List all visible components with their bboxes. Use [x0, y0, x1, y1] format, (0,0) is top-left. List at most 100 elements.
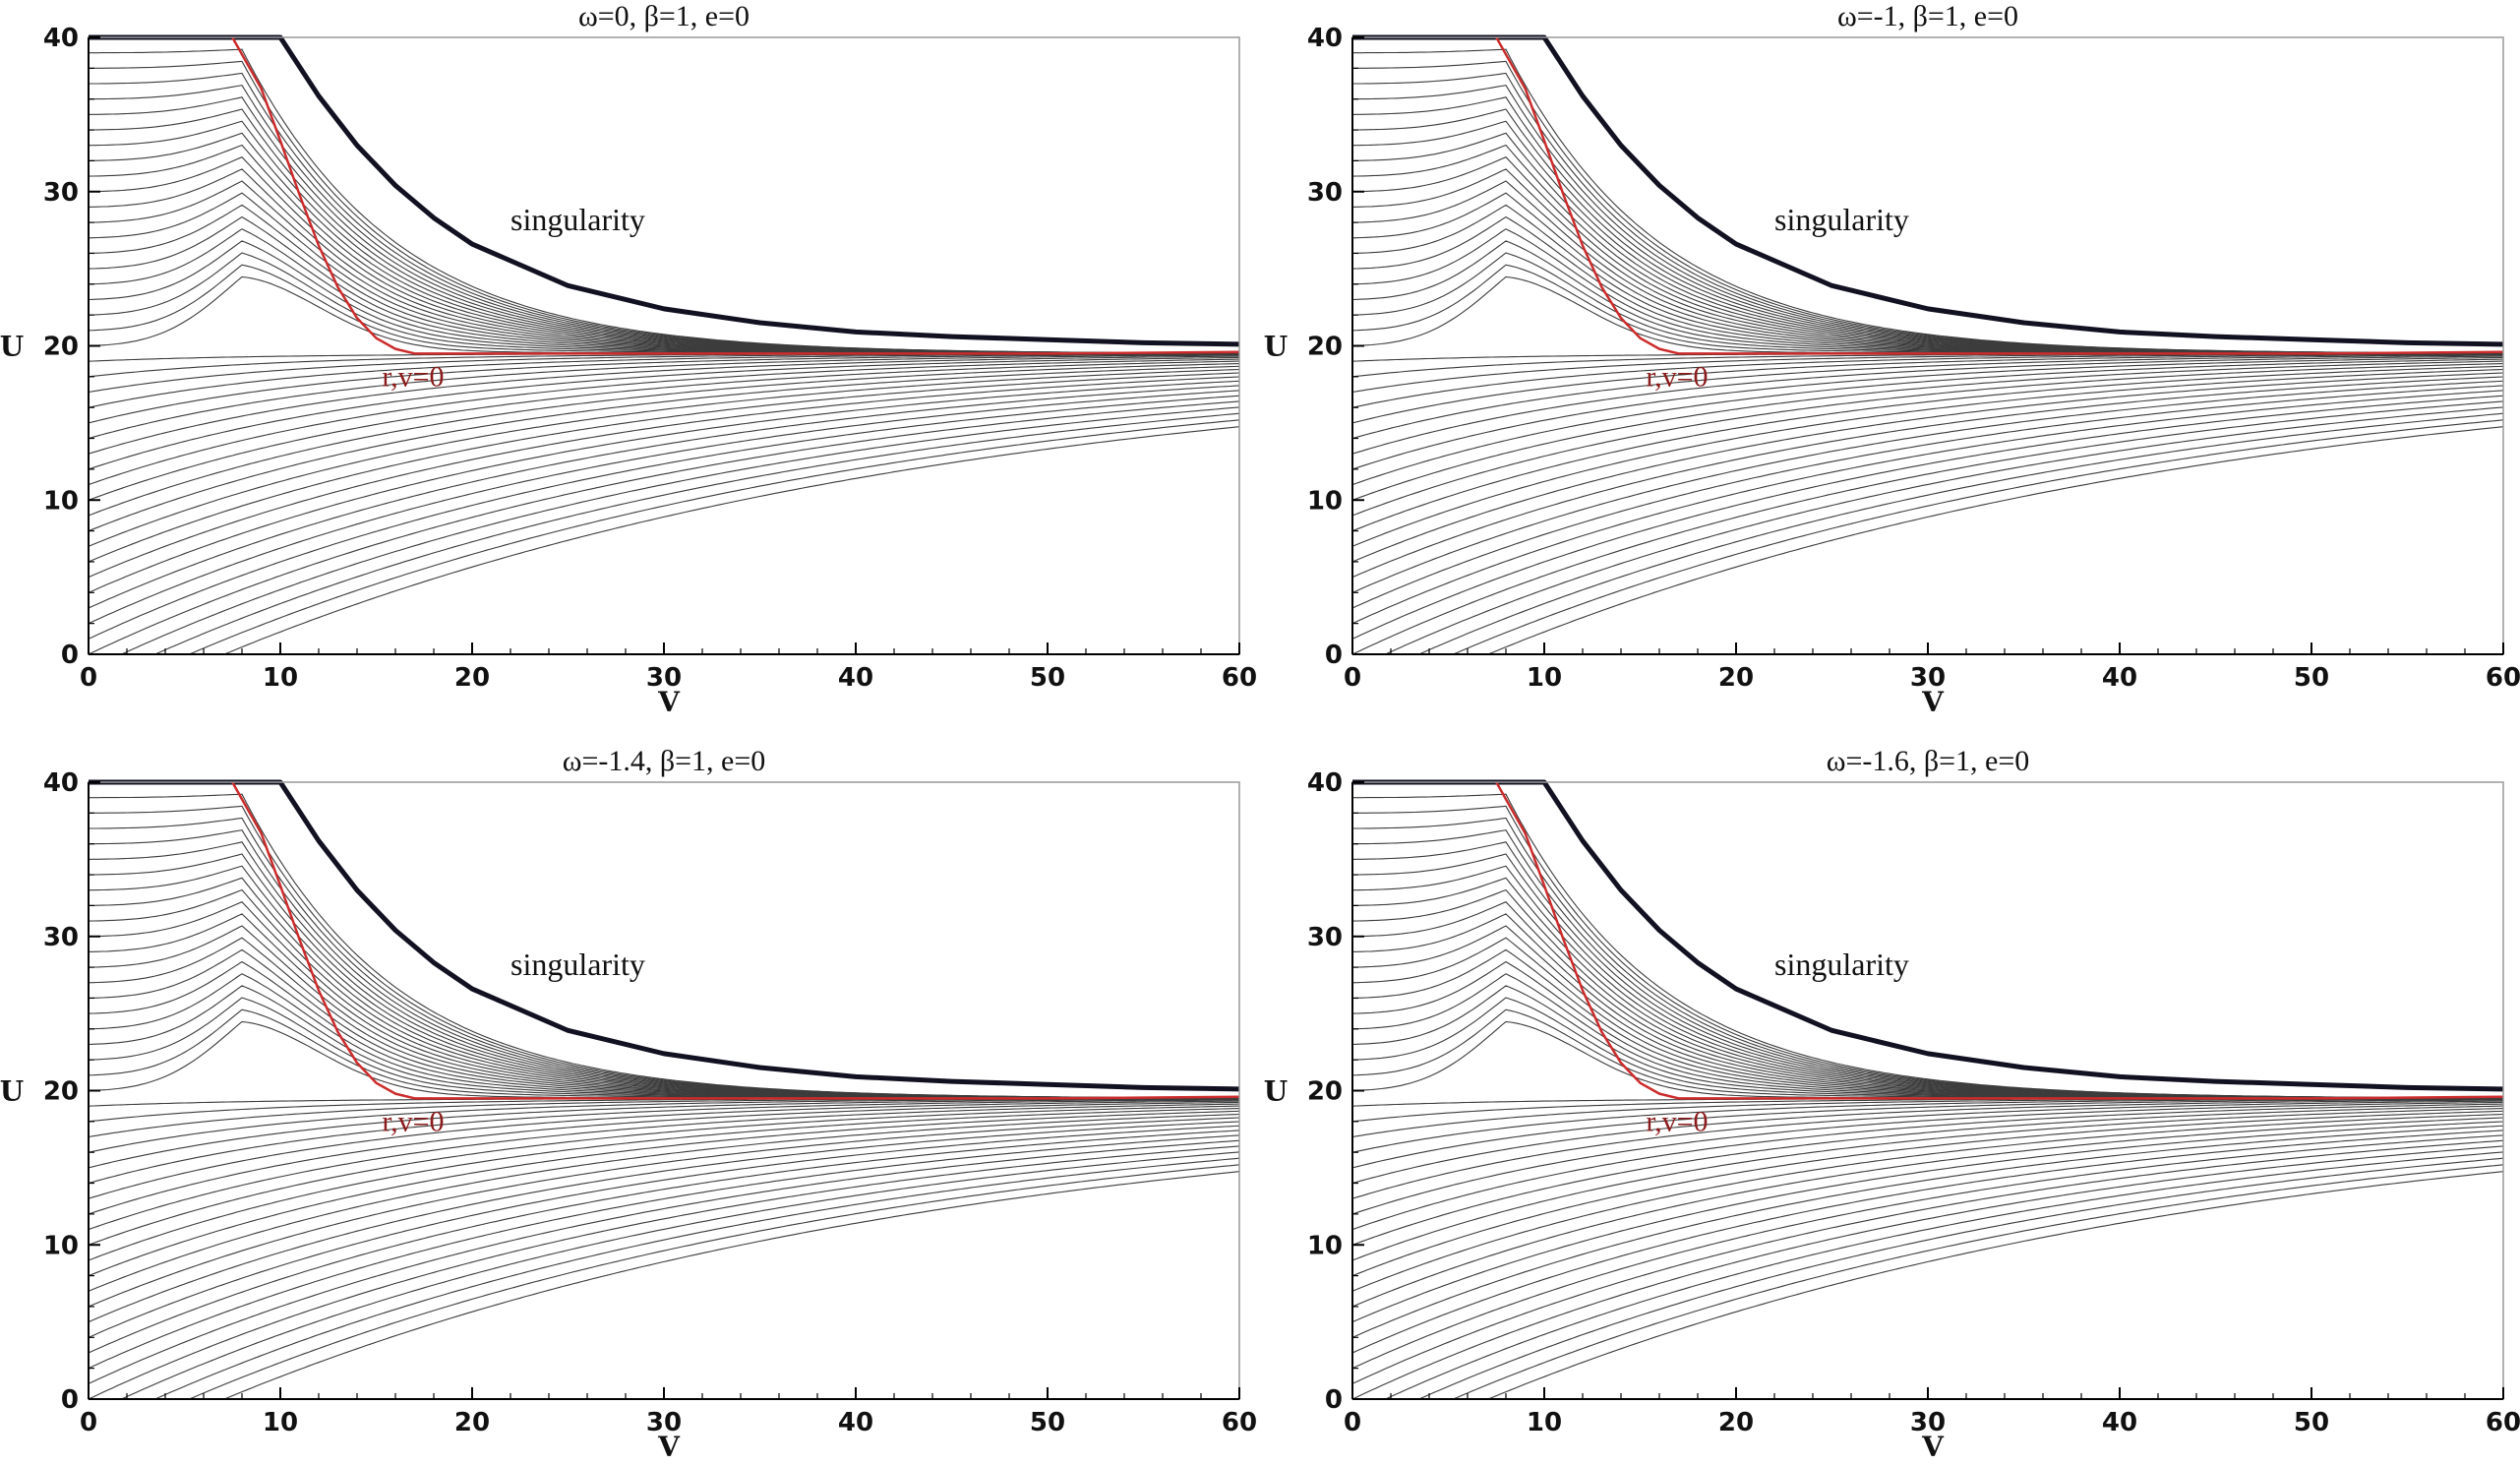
contour-line — [1352, 156, 2503, 354]
contour-line — [153, 1157, 1239, 1399]
singularity-label: singularity — [1774, 202, 1909, 237]
contour-line — [1352, 356, 2503, 470]
chart-title: ω=-1, β=1, e=0 — [1837, 0, 2018, 32]
x-tick-label: 20 — [1718, 1408, 1754, 1437]
contour-line — [89, 180, 1239, 354]
singularity-curve — [89, 779, 1240, 1092]
y-axis-label: U — [0, 331, 24, 363]
contour-line — [1352, 1130, 2503, 1354]
singularity-label: singularity — [1774, 947, 1909, 982]
contour-line — [1352, 353, 2503, 424]
y-tick-label: 10 — [1307, 1231, 1343, 1260]
x-tick-label: 50 — [2294, 663, 2329, 693]
contour-line — [89, 168, 1239, 354]
y-tick-label: 0 — [61, 1385, 79, 1415]
x-tick-label: 30 — [1910, 663, 1946, 693]
singularity-label: singularity — [510, 947, 645, 982]
contour-line — [1352, 1117, 2503, 1308]
contour-line — [89, 1121, 1239, 1323]
contour-line — [89, 1099, 1239, 1185]
x-tick-label: 10 — [1527, 663, 1562, 693]
contour-line — [89, 865, 1239, 1099]
contour-line — [1352, 355, 2503, 455]
contour-line — [120, 1151, 1239, 1399]
apparent-horizon-label: r,v=0 — [1646, 360, 1708, 393]
y-axis-label: U — [1264, 331, 1288, 363]
contour-line — [1352, 913, 2503, 1099]
contour-line — [1384, 406, 2503, 654]
x-tick-label: 20 — [454, 1408, 490, 1437]
singularity-curve — [1352, 779, 2504, 1092]
contour-line — [1352, 1101, 2503, 1215]
contour-line — [1352, 360, 2503, 501]
contour-group — [89, 793, 1239, 1399]
contour-line — [1352, 358, 2503, 486]
x-tick-label: 30 — [1910, 1408, 1946, 1437]
chart-panel-3: 0 10 20 30 40 50 60 0 10 20 30 40 V Uω=-1.4, β=1, e=0… — [0, 745, 1257, 1463]
y-tick-label: 40 — [43, 768, 79, 798]
contour-line — [1352, 132, 2503, 354]
contour-line — [89, 1108, 1239, 1261]
y-tick-label: 10 — [43, 1231, 79, 1260]
contour-line — [1352, 385, 2503, 609]
contour-line — [89, 380, 1239, 593]
contour-line — [89, 120, 1239, 354]
y-tick-label: 0 — [1325, 1385, 1343, 1415]
chart-panel-2: 0 10 20 30 40 50 60 0 10 20 30 40 V Uω=-1, β=1, e=0 si… — [1264, 0, 2520, 718]
contour-line — [1352, 372, 2503, 563]
contour-line — [89, 355, 1239, 455]
contour-line — [89, 376, 1239, 579]
contour-line — [1352, 365, 2503, 532]
contour-line — [89, 390, 1239, 625]
y-tick-label: 40 — [1307, 768, 1343, 798]
apparent-horizon-label: r,v=0 — [382, 1105, 444, 1137]
chart-panel-4: 0 10 20 30 40 50 60 0 10 20 30 40 V Uω=-1.6, β=1, e=0… — [1264, 745, 2520, 1463]
x-tick-label: 40 — [838, 663, 873, 693]
x-tick-label: 60 — [1222, 1408, 1257, 1437]
contour-line — [1352, 1121, 2503, 1323]
chart-panel-1: 0 10 20 30 40 50 60 0 10 20 30 40 V Uω=0, β=1, e=0 sin… — [0, 0, 1257, 718]
contour-line — [89, 356, 1239, 470]
contour-line — [1352, 901, 2503, 1099]
apparent-horizon-curve — [231, 781, 1240, 1100]
contour-line — [89, 365, 1239, 532]
contour-line — [1486, 1171, 2503, 1399]
contour-line — [188, 1164, 1239, 1399]
contour-line — [89, 400, 1239, 654]
apparent-horizon-label: r,v=0 — [1646, 1105, 1708, 1137]
y-tick-label: 10 — [43, 486, 79, 516]
contour-line — [1352, 1100, 2503, 1199]
contour-line — [1352, 376, 2503, 579]
x-tick-label: 40 — [838, 1408, 873, 1437]
contour-line — [1417, 1157, 2503, 1399]
contour-line — [1352, 1125, 2503, 1338]
contour-line — [1486, 426, 2503, 654]
contour-line — [89, 1101, 1239, 1215]
y-tick-label: 20 — [43, 1077, 79, 1107]
contour-line — [1452, 1164, 2503, 1399]
contour-line — [89, 960, 1239, 1099]
contour-line — [89, 156, 1239, 354]
x-axis-label: V — [1921, 1431, 1945, 1463]
chart-title: ω=0, β=1, e=0 — [578, 0, 750, 32]
contour-line — [1352, 925, 2503, 1099]
x-tick-label: 30 — [646, 663, 682, 693]
y-tick-label: 30 — [1307, 178, 1343, 208]
y-tick-label: 30 — [43, 923, 79, 952]
x-tick-label: 50 — [1030, 1408, 1065, 1437]
contour-line — [89, 360, 1239, 501]
contour-line — [89, 1134, 1239, 1370]
contour-line — [1352, 1108, 2503, 1261]
contour-line — [89, 925, 1239, 1099]
contour-line — [1352, 192, 2503, 354]
apparent-horizon-label: r,v=0 — [382, 360, 444, 393]
contour-line — [89, 132, 1239, 354]
contour-line — [1352, 960, 2503, 1099]
x-tick-label: 60 — [2486, 1408, 2520, 1437]
x-tick-label: 0 — [80, 1408, 97, 1437]
x-axis-label: V — [657, 686, 681, 718]
contour-line — [1352, 1103, 2503, 1231]
y-tick-label: 40 — [1307, 24, 1343, 53]
y-axis-label: U — [1264, 1075, 1288, 1108]
